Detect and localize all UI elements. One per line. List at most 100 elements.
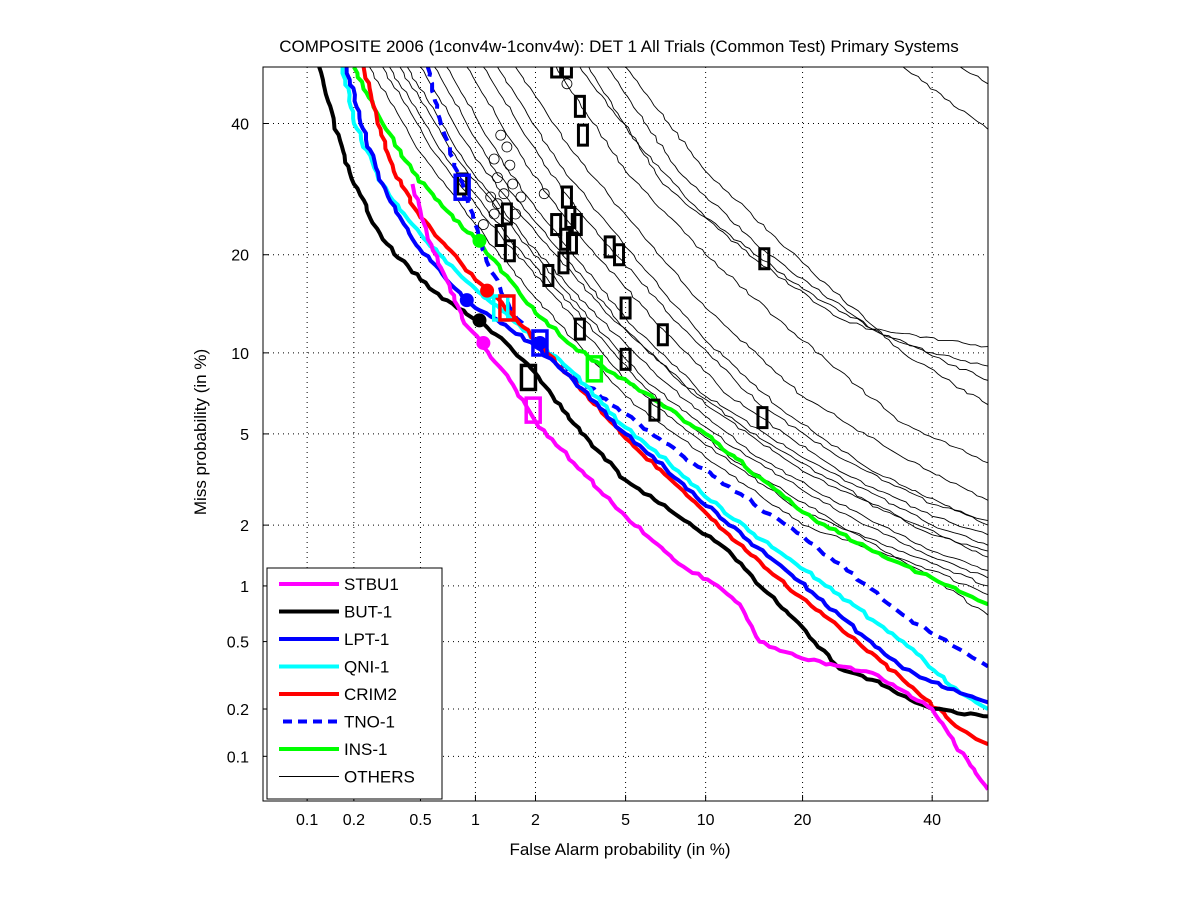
others-curve (497, 67, 988, 526)
series-crim2-act-dcf-marker (498, 294, 516, 322)
min-dcf-marker (501, 141, 513, 153)
min-dcf-marker (504, 159, 516, 171)
others-curve (579, 67, 988, 348)
series-ins-1-min-dcf-marker (472, 233, 487, 248)
act-dcf-marker (570, 213, 583, 237)
act-dcf-marker (619, 296, 632, 320)
x-tick-label: 0.2 (343, 812, 365, 829)
legend-item: OTHERS (279, 768, 415, 787)
series-tno-1-line (425, 67, 988, 669)
y-tick-label: 5 (240, 427, 249, 444)
series-stbu1-act-dcf-marker (524, 396, 542, 424)
series-but-1-min-dcf-marker (472, 313, 487, 328)
min-dcf-marker (507, 178, 519, 190)
x-tick-label: 0.5 (409, 812, 431, 829)
min-dcf-marker (485, 191, 497, 203)
act-dcf-marker (648, 398, 661, 422)
series-tno-1-act-dcf-marker (453, 173, 471, 201)
legend-item: INS-1 (279, 740, 387, 759)
others-curve (588, 67, 988, 367)
legend-item: TNO-1 (283, 713, 395, 732)
x-tick-label: 20 (794, 812, 812, 829)
act-dcf-marker (560, 185, 573, 209)
legend-label: CRIM2 (344, 685, 397, 704)
series-qni-1-line (340, 67, 988, 711)
legend-item: CRIM2 (279, 685, 397, 704)
min-dcf-marker (498, 188, 510, 200)
others-curve (382, 67, 988, 587)
x-ticks: 0.1 0.2 0.5 1 2 5 10 20 40 (296, 795, 941, 829)
min-dcf-marker (538, 188, 550, 200)
others-curve (515, 67, 988, 501)
series-lpt-1-line (344, 67, 988, 705)
y-tick-label: 20 (231, 248, 249, 265)
act-dcf-marker (494, 224, 507, 248)
act-dcf-marker (542, 263, 555, 287)
min-dcf-marker (477, 219, 489, 230)
chart-title: COMPOSITE 2006 (1conv4w-1conv4w): DET 1 … (279, 37, 959, 56)
legend-item: STBU1 (279, 575, 399, 594)
y-tick-label: 0.1 (227, 749, 249, 766)
legend-label: STBU1 (344, 575, 399, 594)
x-tick-label: 1 (471, 812, 480, 829)
y-axis-label: Miss probability (in %) (191, 349, 210, 515)
legend-label: TNO-1 (344, 713, 395, 732)
others-curve (902, 67, 988, 130)
legend: STBU1 BUT-1 LPT-1 QNI-1 CRIM2 TNO-1 INS-1 OTHER… (266, 567, 443, 800)
act-dcf-marker (564, 205, 577, 229)
act-dcf-marker (573, 317, 586, 341)
series-ins-1-line (352, 67, 988, 607)
others-curve (434, 67, 988, 552)
series-ins-1-act-dcf-marker (585, 355, 604, 383)
act-dcf-marker (573, 94, 586, 118)
act-dcf-marker (503, 239, 516, 263)
min-dcf-marker (488, 208, 500, 220)
x-tick-label: 0.1 (296, 812, 318, 829)
y-tick-label: 0.5 (227, 635, 249, 652)
min-dcf-marker (492, 172, 503, 184)
legend-label: INS-1 (344, 740, 387, 759)
y-tick-label: 2 (240, 518, 249, 535)
legend-label: OTHERS (344, 768, 415, 787)
series-lpt-1-min-dcf-marker (459, 293, 474, 308)
others-curve (555, 67, 988, 464)
act-dcf-marker (557, 251, 570, 275)
others-curves (369, 67, 988, 616)
others-curve (483, 67, 988, 522)
x-tick-label: 10 (697, 812, 715, 829)
act-dcf-marker (613, 243, 626, 267)
min-dcf-marker (561, 78, 573, 90)
others-curve (406, 67, 988, 571)
x-tick-label: 2 (531, 812, 540, 829)
legend-label: QNI-1 (344, 658, 389, 677)
act-dcf-marker (500, 202, 513, 226)
y-tick-label: 0.2 (227, 702, 249, 719)
series-crim2-line (361, 67, 988, 747)
act-dcf-marker (576, 123, 589, 147)
series-tno-1-min-dcf-marker (532, 335, 547, 350)
legend-label: LPT-1 (344, 630, 389, 649)
y-tick-label: 1 (240, 579, 249, 596)
act-dcf-marker (656, 323, 669, 347)
act-dcf-marker (559, 227, 572, 251)
x-tick-label: 40 (923, 812, 941, 829)
series-crim2-min-dcf-marker (480, 283, 495, 298)
x-axis-label: False Alarm probability (in %) (509, 840, 730, 859)
main-series (317, 67, 988, 791)
act-dcf-marker (758, 247, 771, 271)
min-dcf-marker (515, 191, 527, 203)
y-ticks: 0.1 0.2 0.5 1 2 5 10 20 40 (227, 117, 269, 766)
legend-box (266, 567, 443, 800)
y-tick-label: 10 (231, 346, 249, 363)
others-curve (625, 67, 988, 406)
others-curve (399, 67, 988, 579)
act-dcf-marker (550, 67, 563, 79)
legend-label: BUT-1 (344, 603, 392, 622)
legend-item: BUT-1 (279, 603, 392, 622)
y-tick-label: 40 (231, 117, 249, 134)
act-dcf-marker (550, 213, 563, 237)
dcf-markers (453, 67, 771, 430)
act-dcf-marker (756, 406, 769, 430)
min-dcf-marker (488, 153, 500, 165)
